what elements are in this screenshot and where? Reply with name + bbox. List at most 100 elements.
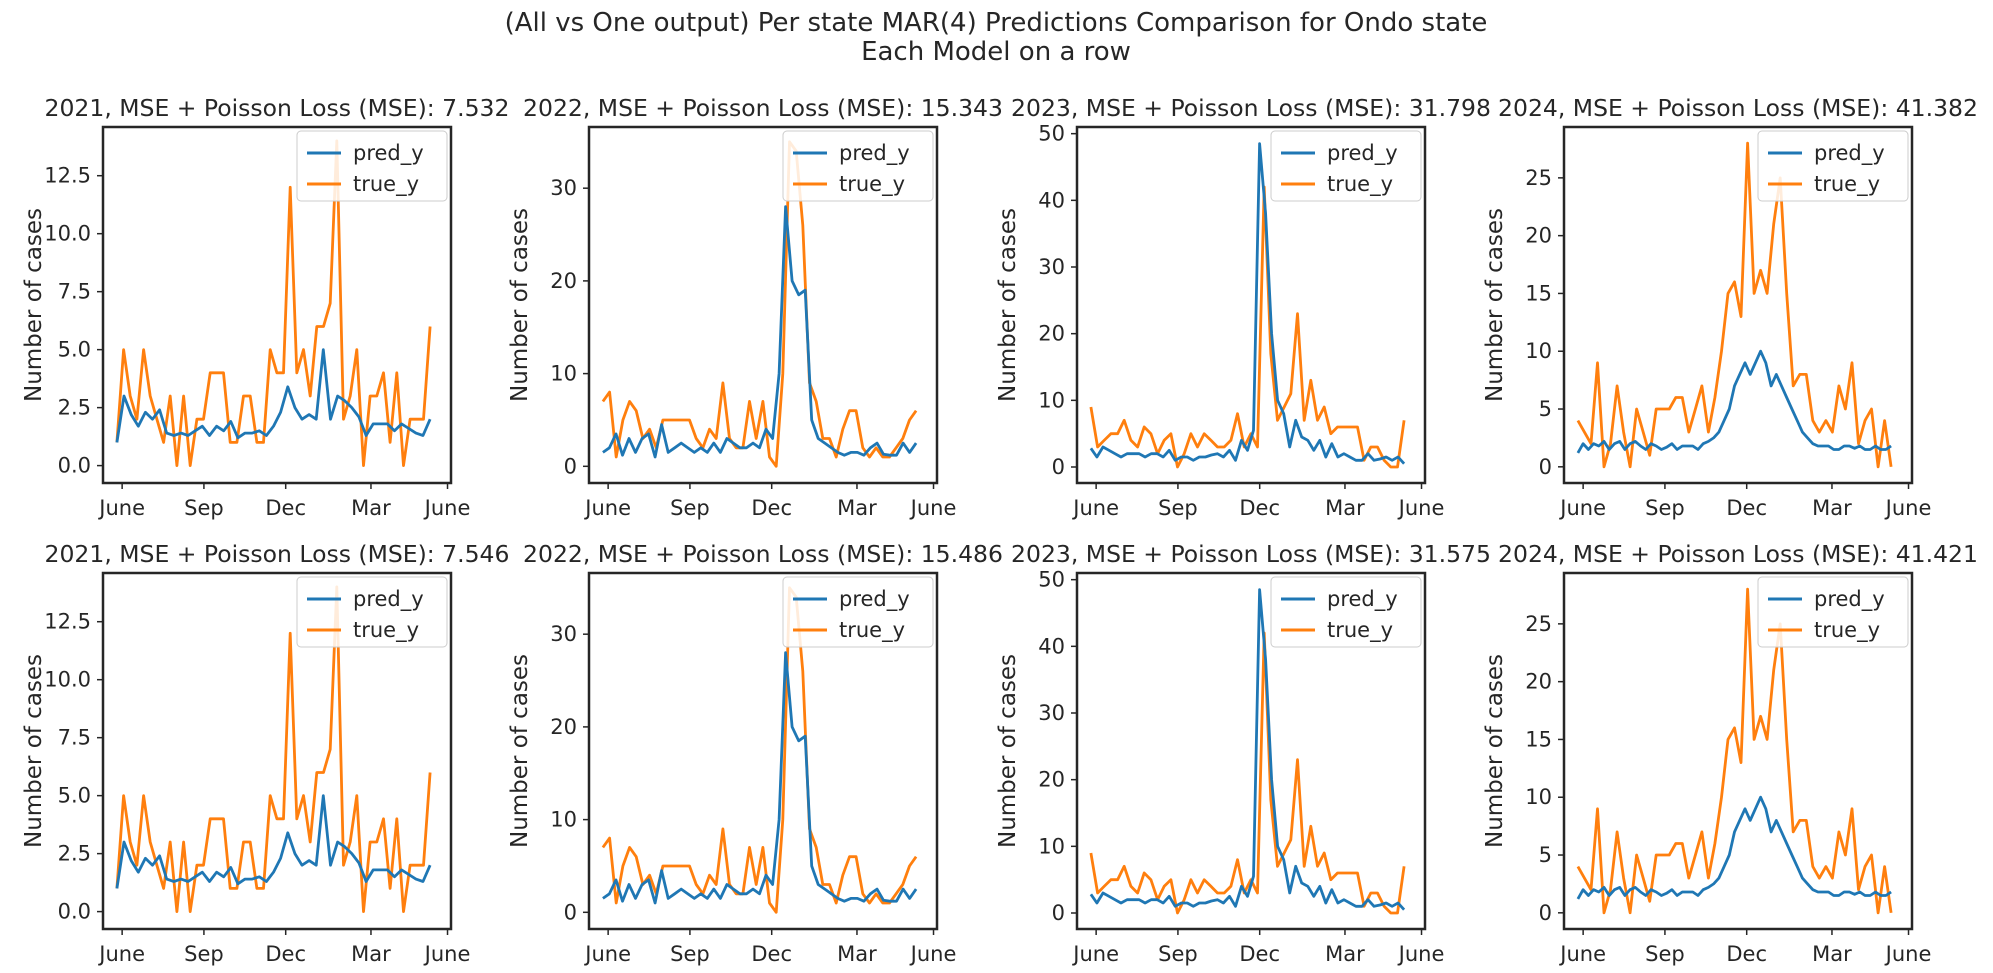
plot-frame bbox=[1562, 571, 1914, 931]
legend-label-true_y: true_y bbox=[1327, 172, 1393, 197]
y-tick-label: 25 bbox=[1525, 612, 1552, 636]
y-tick-label: 10 bbox=[1038, 388, 1065, 412]
x-tick-label: Sep bbox=[1158, 942, 1198, 966]
series-line-pred_y bbox=[1576, 349, 1892, 454]
series-line-pred_y bbox=[602, 205, 918, 459]
series-line-true_y bbox=[601, 140, 918, 468]
series-group bbox=[1089, 588, 1406, 915]
y-tick-label: 20 bbox=[550, 715, 577, 739]
y-tick-label: 20 bbox=[1038, 768, 1065, 792]
series-line-pred_y bbox=[602, 651, 918, 905]
y-axis-label: Number of cases bbox=[507, 208, 533, 402]
series-group bbox=[1576, 141, 1893, 469]
y-axis-label: Number of cases bbox=[21, 208, 47, 402]
legend-label-pred_y: pred_y bbox=[839, 587, 910, 612]
x-tick-label: Sep bbox=[670, 496, 710, 520]
y-tick-label: 0.0 bbox=[58, 454, 91, 478]
x-tick-label: June bbox=[583, 496, 631, 520]
y-axis-label: Number of cases bbox=[995, 654, 1021, 848]
series-line-true_y bbox=[1576, 587, 1893, 915]
legend-label-pred_y: pred_y bbox=[1814, 141, 1885, 166]
y-tick-label: 0 bbox=[564, 900, 577, 924]
figure-title-line2: Each Model on a row bbox=[861, 37, 1131, 67]
series-line-true_y bbox=[1089, 185, 1406, 469]
series-line-true_y bbox=[115, 139, 432, 468]
legend-label-true_y: true_y bbox=[839, 618, 905, 643]
chart-panel-2: 2023, MSE + Poisson Loss (MSE): 31.798 Nu… bbox=[995, 94, 1491, 520]
legend: pred_y true_y bbox=[1757, 130, 1909, 202]
y-tick-label: 7.5 bbox=[58, 280, 91, 304]
y-tick-label: 0 bbox=[1052, 901, 1065, 925]
legend: pred_y true_y bbox=[1757, 576, 1909, 648]
y-tick-label: 0 bbox=[564, 454, 577, 478]
y-tick-label: 30 bbox=[1038, 255, 1065, 279]
x-tick-label: Dec bbox=[1239, 942, 1280, 966]
panel-title: 2021, MSE + Poisson Loss (MSE): 7.546 bbox=[45, 540, 510, 568]
legend-label-true_y: true_y bbox=[839, 172, 905, 197]
series-group bbox=[115, 585, 432, 913]
legend-label-true_y: true_y bbox=[1814, 172, 1880, 197]
legend-label-pred_y: pred_y bbox=[353, 587, 424, 612]
y-axis-label: Number of cases bbox=[1482, 208, 1508, 402]
panel-title: 2022, MSE + Poisson Loss (MSE): 15.343 bbox=[523, 94, 1003, 122]
y-tick-label: 50 bbox=[1038, 122, 1065, 146]
plot-frame bbox=[1075, 571, 1427, 931]
y-tick-label: 30 bbox=[550, 622, 577, 646]
legend-label-pred_y: pred_y bbox=[1327, 587, 1398, 612]
y-tick-label: 30 bbox=[550, 176, 577, 200]
y-tick-label: 0 bbox=[1539, 901, 1552, 925]
series-line-pred_y bbox=[1576, 795, 1892, 900]
chart-panel-3: 2024, MSE + Poisson Loss (MSE): 41.382 Nu… bbox=[1482, 94, 1978, 520]
x-tick-label: June bbox=[1558, 496, 1606, 520]
chart-panel-1: 2022, MSE + Poisson Loss (MSE): 15.343 Nu… bbox=[507, 94, 1003, 520]
series-line-pred_y bbox=[115, 794, 432, 889]
y-tick-label: 10 bbox=[550, 362, 577, 386]
panel-title: 2021, MSE + Poisson Loss (MSE): 7.532 bbox=[45, 94, 510, 122]
x-tick-label: June bbox=[97, 496, 145, 520]
plot-frame bbox=[101, 571, 453, 931]
legend: pred_y true_y bbox=[1270, 576, 1422, 648]
y-tick-label: 50 bbox=[1038, 568, 1065, 592]
legend: pred_y true_y bbox=[1270, 130, 1422, 202]
x-tick-label: Mar bbox=[837, 942, 877, 966]
panels: 2021, MSE + Poisson Loss (MSE): 7.532 Num… bbox=[21, 94, 1978, 966]
y-tick-label: 12.5 bbox=[44, 610, 91, 634]
x-tick-label: Sep bbox=[670, 942, 710, 966]
series-group bbox=[601, 586, 918, 914]
y-tick-label: 30 bbox=[1038, 701, 1065, 725]
y-tick-label: 20 bbox=[550, 269, 577, 293]
legend: pred_y true_y bbox=[782, 576, 934, 648]
y-axis-label: Number of cases bbox=[507, 654, 533, 848]
y-tick-label: 10 bbox=[550, 808, 577, 832]
x-tick-label: June bbox=[1071, 942, 1119, 966]
plot-frame bbox=[101, 125, 453, 485]
x-tick-label: Dec bbox=[265, 496, 306, 520]
legend-label-pred_y: pred_y bbox=[839, 141, 910, 166]
y-tick-label: 20 bbox=[1525, 670, 1552, 694]
y-tick-label: 20 bbox=[1525, 224, 1552, 248]
y-tick-label: 10 bbox=[1525, 785, 1552, 809]
y-tick-label: 0.0 bbox=[58, 900, 91, 924]
panel-title: 2023, MSE + Poisson Loss (MSE): 31.575 bbox=[1011, 540, 1491, 568]
x-tick-label: June bbox=[1397, 496, 1445, 520]
x-tick-label: Mar bbox=[837, 496, 877, 520]
x-tick-label: Mar bbox=[351, 496, 391, 520]
x-tick-label: Dec bbox=[751, 942, 792, 966]
x-tick-label: Sep bbox=[184, 496, 224, 520]
y-tick-label: 10 bbox=[1038, 834, 1065, 858]
x-tick-label: June bbox=[909, 942, 957, 966]
plot-frame bbox=[1075, 125, 1427, 485]
y-tick-label: 40 bbox=[1038, 188, 1065, 212]
series-group bbox=[115, 139, 432, 468]
series-line-true_y bbox=[1089, 631, 1406, 915]
x-tick-label: Sep bbox=[184, 942, 224, 966]
x-tick-label: June bbox=[1884, 942, 1932, 966]
x-tick-label: Dec bbox=[265, 942, 306, 966]
y-tick-label: 5 bbox=[1539, 397, 1552, 421]
legend: pred_y true_y bbox=[296, 576, 448, 648]
chart-panel-6: 2023, MSE + Poisson Loss (MSE): 31.575 Nu… bbox=[995, 540, 1491, 966]
y-tick-label: 15 bbox=[1525, 727, 1552, 751]
y-tick-label: 2.5 bbox=[58, 396, 91, 420]
x-tick-label: Dec bbox=[1239, 496, 1280, 520]
